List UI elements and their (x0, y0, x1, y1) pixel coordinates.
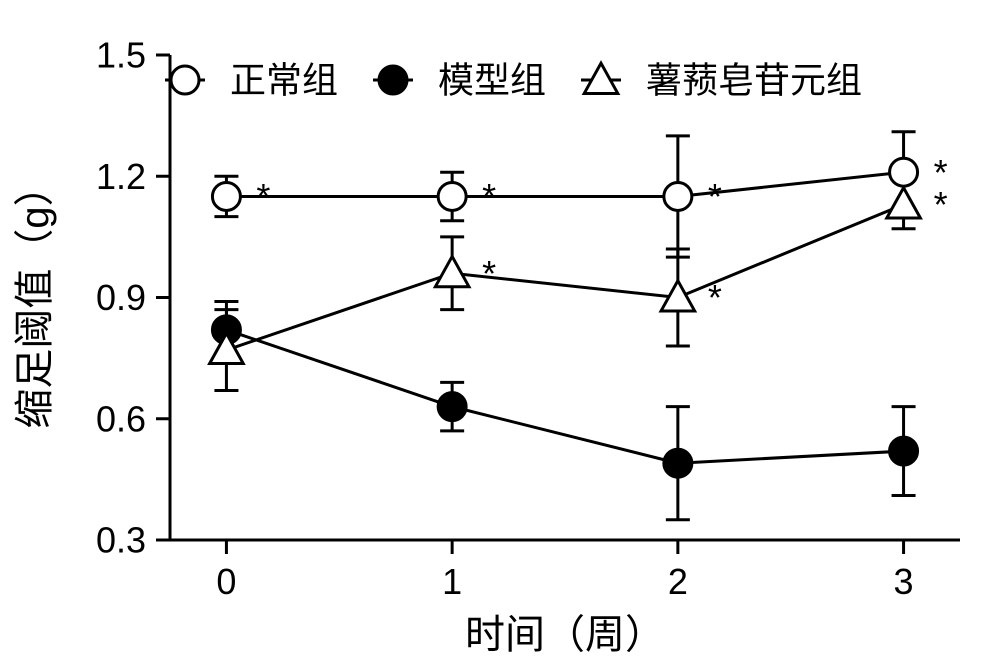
y-tick-label-0: 0.3 (96, 520, 146, 561)
marker-model-2 (664, 449, 692, 477)
marker-normal-0 (212, 182, 240, 210)
sig-normal-0: * (256, 176, 270, 217)
legend-label-diosgenin: 薯蓣皂苷元组 (646, 60, 862, 101)
chart-svg: *******0.30.60.91.21.50123时间（周）缩足阈值（g）正常… (0, 0, 1000, 658)
marker-model-1 (438, 393, 466, 421)
legend-label-normal: 正常组 (230, 60, 338, 101)
marker-normal-1 (438, 182, 466, 210)
marker-normal-3 (890, 158, 918, 186)
x-axis-title: 时间（周） (465, 613, 665, 657)
y-tick-label-4: 1.5 (96, 35, 146, 76)
marker-normal-2 (664, 182, 692, 210)
x-tick-label-1: 1 (442, 561, 462, 602)
y-tick-label-1: 0.6 (96, 398, 146, 439)
y-tick-label-2: 0.9 (96, 277, 146, 318)
sig-normal-2: * (708, 176, 722, 217)
sig-diosgenin-3: * (934, 184, 948, 225)
y-axis-title: 缩足阈值（g） (13, 166, 57, 428)
marker-model-3 (890, 437, 918, 465)
x-tick-label-2: 2 (668, 561, 688, 602)
sig-normal-1: * (482, 176, 496, 217)
x-tick-label-0: 0 (216, 561, 236, 602)
sig-diosgenin-1: * (482, 253, 496, 294)
chart-container: *******0.30.60.91.21.50123时间（周）缩足阈值（g）正常… (0, 0, 1000, 658)
x-tick-label-3: 3 (894, 561, 914, 602)
sig-diosgenin-2: * (708, 277, 722, 318)
legend-marker-model (379, 66, 407, 94)
y-tick-label-3: 1.2 (96, 156, 146, 197)
legend-marker-normal (171, 66, 199, 94)
legend-label-model: 模型组 (438, 60, 546, 101)
